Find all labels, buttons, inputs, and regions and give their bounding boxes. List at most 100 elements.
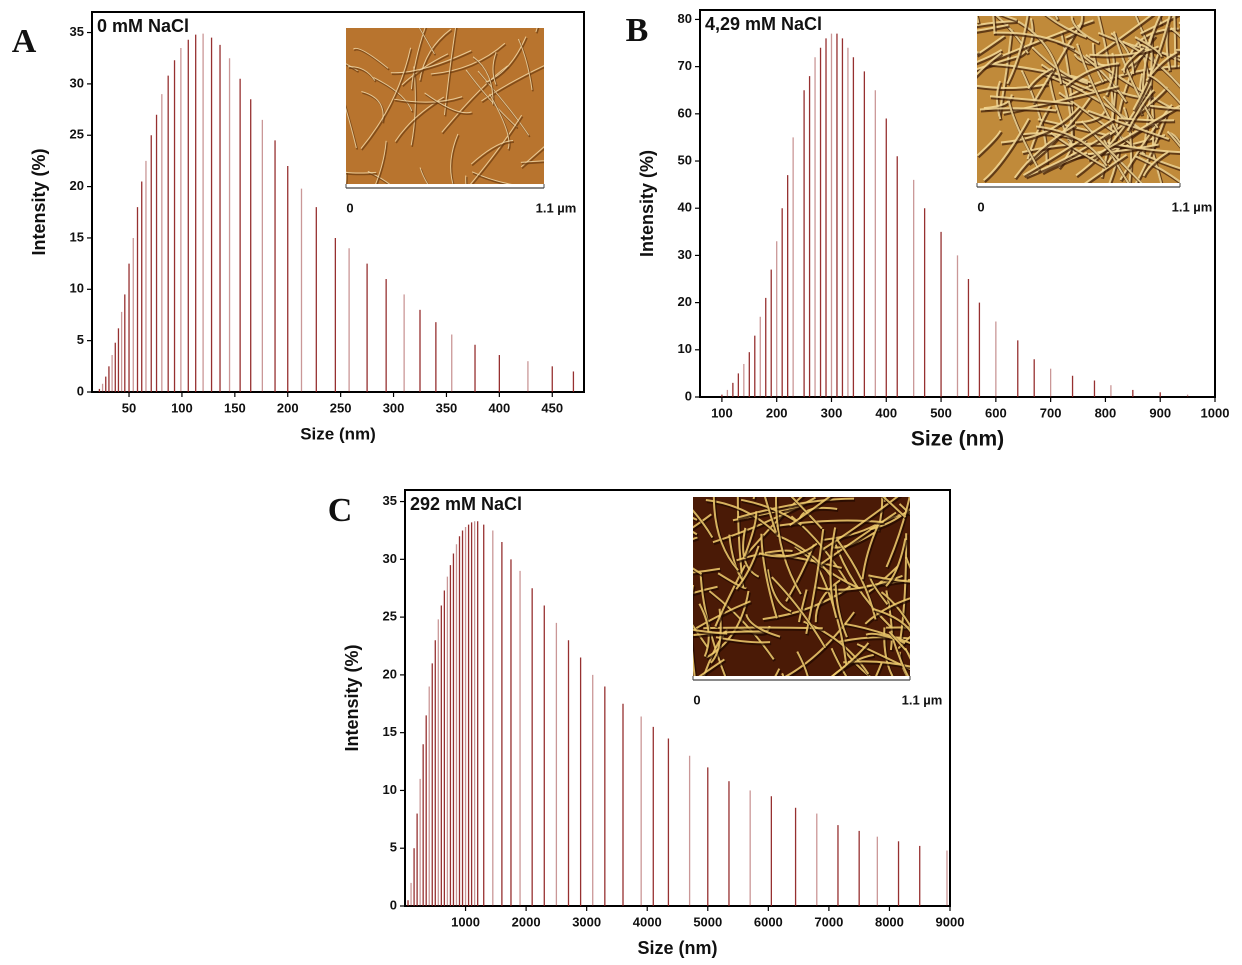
- fibril: [993, 31, 1075, 49]
- fibril: [693, 585, 718, 595]
- fibril: [708, 590, 775, 660]
- fibril: [481, 65, 544, 102]
- x-tick-label: 200: [766, 405, 788, 420]
- fibril: [880, 591, 910, 628]
- fibril: [844, 622, 910, 645]
- x-tick-label: 100: [171, 400, 193, 415]
- x-tick-label: 8000: [875, 914, 904, 929]
- x-tick-label: 200: [277, 400, 299, 415]
- fibril: [1135, 155, 1180, 183]
- x-tick-label: 4000: [633, 914, 662, 929]
- scale-end-label: 1.1 µm: [902, 692, 943, 707]
- fibril-shadow: [869, 575, 910, 585]
- fibril-shadow: [1143, 152, 1171, 179]
- fibril: [441, 65, 509, 133]
- fibril-shadow: [1042, 152, 1089, 176]
- y-tick-label: 0: [685, 388, 692, 403]
- fibril: [888, 631, 910, 657]
- fibril: [520, 146, 544, 168]
- fibril-shadow: [1104, 142, 1180, 156]
- fibril: [905, 556, 910, 570]
- fibril: [1166, 130, 1180, 148]
- fibril: [885, 497, 910, 568]
- fibril: [875, 662, 883, 676]
- fibril-shadow: [353, 49, 390, 71]
- fibril-shadow: [977, 16, 981, 25]
- fibril-shadow: [1065, 16, 1085, 41]
- fibril: [989, 95, 1074, 105]
- y-tick-label: 20: [383, 666, 397, 681]
- fibril: [979, 107, 1057, 112]
- fibril: [868, 574, 910, 583]
- fibril: [977, 19, 1018, 27]
- fibril-shadow: [983, 119, 1032, 183]
- fibril: [1119, 103, 1173, 181]
- fibril: [775, 497, 802, 595]
- fibril: [814, 579, 841, 623]
- fibril-shadow: [693, 631, 768, 639]
- x-tick-label: 600: [985, 405, 1007, 420]
- fibril: [861, 524, 880, 580]
- fibril: [796, 651, 809, 676]
- fibril: [1027, 67, 1053, 90]
- fibril-shadow: [1133, 16, 1173, 113]
- fibril: [430, 42, 506, 75]
- fibril: [1076, 43, 1124, 142]
- fibril: [865, 632, 906, 644]
- x-tick-label: 100: [711, 405, 733, 420]
- fibril: [346, 107, 357, 149]
- fibril-shadow: [733, 505, 803, 524]
- fibril: [1122, 40, 1180, 88]
- fibril: [712, 497, 739, 571]
- fibril-shadow: [472, 172, 508, 184]
- fibril-shadow: [977, 131, 1003, 159]
- fibril: [1013, 124, 1076, 179]
- y-axis-label: Intensity (%): [342, 644, 362, 751]
- fibril: [390, 50, 472, 74]
- fibril: [424, 92, 472, 114]
- fibril: [743, 511, 758, 557]
- x-tick-label: 450: [541, 400, 563, 415]
- fibril: [1022, 117, 1115, 177]
- fibril-shadow: [775, 669, 782, 676]
- fibril-shadow: [977, 20, 1019, 29]
- fibril-shadow: [1086, 155, 1129, 183]
- fibril: [752, 497, 756, 500]
- x-tick-label: 5000: [693, 914, 722, 929]
- fibril: [517, 38, 533, 90]
- fibril-shadow: [1178, 23, 1180, 26]
- fibril: [1176, 48, 1180, 51]
- fibril: [992, 19, 1094, 61]
- fibril: [764, 497, 777, 533]
- fibril-shadow: [876, 663, 885, 676]
- fibril: [1035, 125, 1108, 167]
- fibril: [788, 497, 831, 527]
- fibril: [443, 28, 457, 116]
- fibril: [992, 16, 996, 35]
- fibril-shadow: [481, 66, 544, 104]
- fibril: [693, 567, 721, 574]
- fibril: [450, 133, 459, 184]
- fibril: [1080, 120, 1143, 183]
- fibril: [1139, 152, 1180, 170]
- scale-start-label: 0: [346, 200, 353, 215]
- fibril: [1178, 21, 1180, 25]
- fibril: [872, 607, 910, 633]
- fibril: [1101, 136, 1130, 183]
- fibril: [1139, 16, 1177, 35]
- fibril-shadow: [521, 148, 544, 170]
- fibril: [535, 28, 538, 33]
- fibril: [745, 614, 781, 638]
- fibril-shadow: [395, 97, 464, 105]
- fibril-shadow: [1140, 16, 1180, 37]
- title: 4,29 mM NaCl: [705, 14, 822, 34]
- fibril-shadow: [789, 497, 835, 528]
- x-axis-label: Size (nm): [300, 424, 376, 443]
- fibril-shadow: [1088, 106, 1180, 163]
- x-tick-label: 6000: [754, 914, 783, 929]
- fibril: [1097, 31, 1180, 58]
- fibril: [869, 507, 910, 531]
- fibril: [821, 497, 899, 551]
- fibril: [760, 533, 778, 619]
- fibril: [776, 519, 884, 527]
